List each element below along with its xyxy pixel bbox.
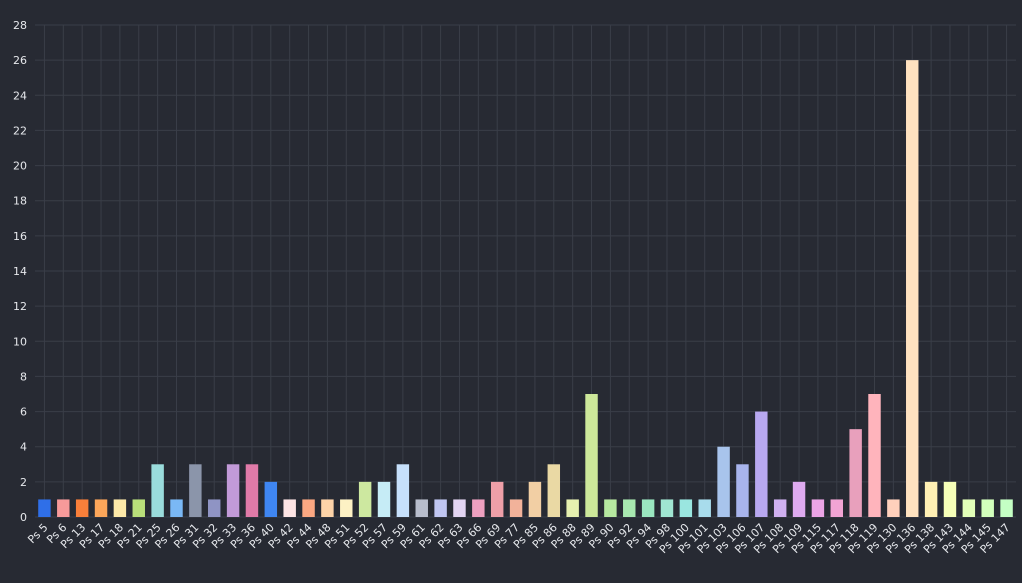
y-tick-label: 16: [13, 230, 27, 243]
y-tick-label: 18: [13, 195, 27, 208]
bar-ps-6[interactable]: [57, 499, 70, 517]
bar-ps-103[interactable]: [717, 446, 730, 517]
y-tick-label: 8: [20, 370, 27, 383]
bar-ps-21[interactable]: [132, 499, 145, 517]
bar-ps-13[interactable]: [75, 499, 89, 517]
bar-ps-66[interactable]: [472, 499, 485, 517]
bar-ps-77[interactable]: [509, 499, 523, 517]
bar-ps-115[interactable]: [811, 499, 825, 517]
y-tick-label: 4: [20, 441, 27, 454]
bar-ps-40[interactable]: [264, 481, 278, 517]
bar-ps-69[interactable]: [490, 481, 504, 517]
y-tick-label: 26: [13, 54, 27, 67]
bar-ps-92[interactable]: [623, 499, 636, 517]
y-tick-label: 28: [13, 19, 27, 32]
bar-ps-138[interactable]: [924, 481, 938, 517]
bar-ps-25[interactable]: [151, 464, 164, 517]
bar-ps-107[interactable]: [755, 411, 768, 517]
bar-ps-52[interactable]: [358, 481, 372, 517]
bar-ps-89[interactable]: [585, 394, 598, 517]
bar-ps-32[interactable]: [207, 499, 221, 517]
bar-ps-33[interactable]: [226, 464, 240, 517]
bar-ps-101[interactable]: [698, 499, 711, 517]
bar-ps-130[interactable]: [887, 499, 900, 517]
bar-ps-90[interactable]: [604, 499, 617, 517]
bar-ps-44[interactable]: [302, 499, 315, 517]
bar-ps-119[interactable]: [868, 394, 881, 517]
bar-ps-108[interactable]: [773, 499, 787, 517]
bar-ps-117[interactable]: [830, 499, 844, 517]
bar-ps-51[interactable]: [340, 499, 353, 517]
y-tick-label: 2: [20, 476, 27, 489]
bar-ps-86[interactable]: [547, 464, 561, 517]
bar-ps-36[interactable]: [245, 464, 259, 517]
bar-ps-147[interactable]: [1000, 499, 1013, 517]
bar-ps-136[interactable]: [906, 60, 919, 518]
y-tick-label: 14: [13, 265, 27, 278]
bar-ps-143[interactable]: [943, 481, 957, 517]
y-tick-label: 20: [13, 160, 27, 173]
y-tick-label: 12: [13, 300, 27, 313]
bar-ps-48[interactable]: [321, 499, 334, 517]
bar-ps-94[interactable]: [641, 499, 655, 517]
bar-ps-26[interactable]: [170, 499, 183, 517]
grid-layer: [35, 24, 1016, 518]
y-tick-label: 22: [13, 124, 27, 137]
bar-ps-5[interactable]: [38, 499, 51, 517]
bar-ps-18[interactable]: [113, 499, 127, 517]
y-tick-label: 0: [20, 511, 27, 524]
bar-ps-62[interactable]: [434, 499, 447, 517]
bar-ps-88[interactable]: [566, 499, 579, 517]
bar-ps-144[interactable]: [962, 499, 976, 517]
bar-ps-57[interactable]: [377, 481, 391, 517]
bar-ps-63[interactable]: [453, 499, 466, 517]
y-tick-label: 6: [20, 406, 27, 419]
bar-ps-31[interactable]: [189, 464, 202, 517]
y-tick-label: 24: [13, 89, 27, 102]
bar-ps-17[interactable]: [94, 499, 108, 517]
bar-ps-85[interactable]: [528, 481, 542, 517]
bar-ps-106[interactable]: [736, 464, 749, 517]
bar-ps-118[interactable]: [849, 429, 862, 517]
bar-ps-42[interactable]: [283, 499, 296, 517]
y-tick-label: 10: [13, 335, 27, 348]
bar-ps-109[interactable]: [792, 481, 806, 517]
bar-ps-100[interactable]: [679, 499, 693, 517]
bar-ps-145[interactable]: [981, 499, 994, 517]
bar-ps-61[interactable]: [415, 499, 428, 517]
bar-ps-59[interactable]: [396, 464, 410, 517]
bar-layer: [38, 60, 1013, 518]
bar-ps-98[interactable]: [660, 499, 674, 517]
